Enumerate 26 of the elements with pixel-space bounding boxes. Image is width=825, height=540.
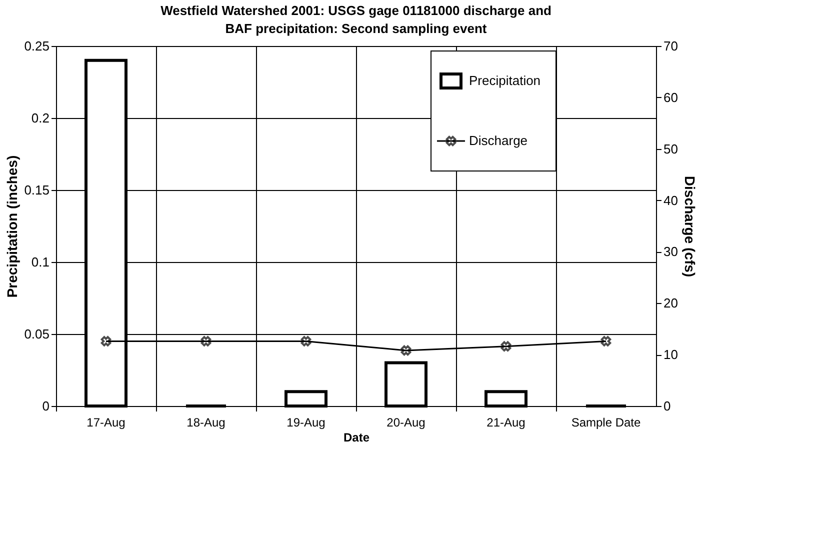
x-tick-label: 17-Aug: [86, 416, 126, 430]
y2-tick-label: 70: [664, 38, 678, 54]
x-tick-label: Sample Date: [571, 416, 642, 430]
x-axis-title: Date: [343, 430, 370, 444]
y-tick-label: 0.25: [24, 38, 50, 54]
y2-tick-label: 50: [664, 141, 678, 156]
legend-label: Discharge: [469, 133, 528, 148]
x-tick-label: 18-Aug: [186, 416, 226, 430]
y-tick-label: 0: [42, 398, 50, 414]
chart-title: Westfield Watershed 2001: USGS gage 01181000 discharge and BAF precipitation: Second sampling event: [160, 3, 552, 36]
y-tick-label: 0.15: [24, 182, 50, 198]
x-tick-label: 19-Aug: [286, 416, 326, 430]
x-tick-label: 21-Aug: [486, 416, 526, 430]
y-tick-label: 0.1: [31, 254, 50, 270]
y-axis-title: Precipitation (inches): [4, 155, 20, 298]
y2-tick-label: 40: [664, 192, 678, 208]
y2-tick-label: 20: [664, 296, 678, 311]
y2-tick-label: 60: [664, 90, 678, 105]
y-tick-label: 0.05: [24, 326, 50, 342]
y2-axis-title: Discharge (cfs): [682, 176, 698, 278]
x-tick-label: 20-Aug: [386, 416, 426, 430]
y2-tick-label: 30: [664, 244, 678, 260]
y-tick-label: 0.2: [31, 110, 50, 126]
y2-tick-label: 0: [664, 398, 671, 414]
y2-tick-label: 10: [664, 347, 678, 362]
legend-label: Precipitation: [469, 73, 541, 88]
